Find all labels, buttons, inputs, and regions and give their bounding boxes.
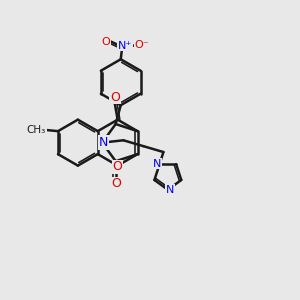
Text: N⁺: N⁺	[118, 41, 132, 51]
Text: N: N	[166, 185, 174, 195]
Text: O: O	[111, 177, 121, 190]
Text: O: O	[113, 160, 123, 173]
Text: O: O	[110, 91, 120, 104]
Text: CH₃: CH₃	[28, 124, 46, 134]
Text: O: O	[101, 37, 110, 46]
Text: N: N	[153, 159, 161, 169]
Text: O⁻: O⁻	[135, 40, 149, 50]
Text: N: N	[99, 136, 108, 149]
Text: CH₃: CH₃	[27, 125, 46, 135]
